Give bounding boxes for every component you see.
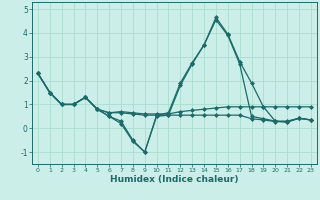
X-axis label: Humidex (Indice chaleur): Humidex (Indice chaleur) bbox=[110, 175, 239, 184]
